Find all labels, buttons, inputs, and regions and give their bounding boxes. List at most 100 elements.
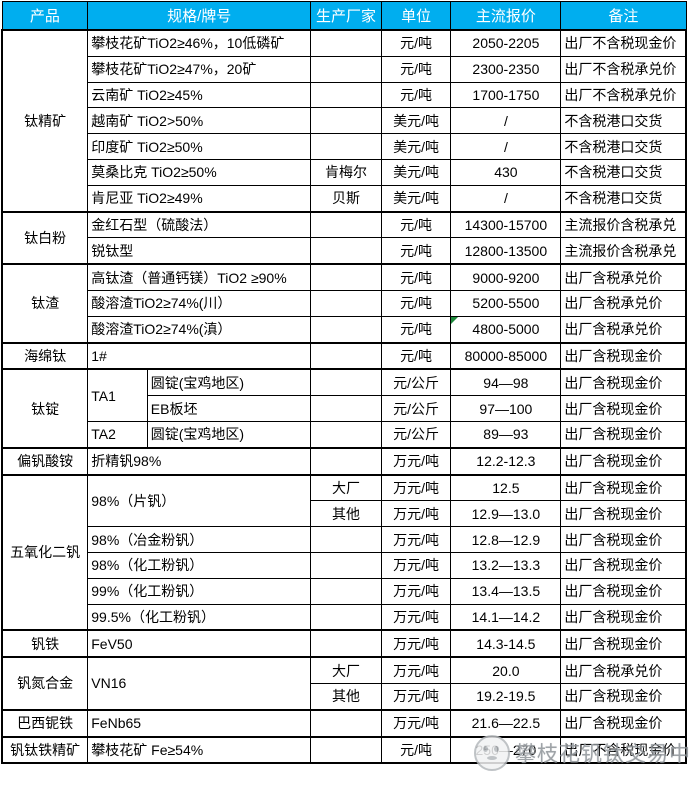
manufacturer-cell [310,81,382,109]
note-cell: 出厂含税现金价 [560,473,687,502]
price-cell: / [450,184,562,213]
price-cell: 13.4—13.5 [450,577,562,605]
table-row: 酸溶渣TiO2≥74%(川） 元/吨 5200-5500 出厂含税承兑价 [2,289,687,317]
table-row: 偏钒酸铵 折精钒98% 万元/吨 12.2-12.3 出厂含税现金价 [1,446,687,476]
manufacturer-cell [310,368,382,397]
manufacturer-cell [310,107,382,135]
note-cell: 主流报价含税承兑 [560,210,687,239]
spec-cell: 锐钛型 [87,237,312,265]
price-cell: 12.5 [450,473,562,502]
price-cell: 1700-1750 [450,81,562,109]
note-cell: 出厂含税现金价 [560,500,687,528]
col-header-spec: 规格/牌号 [87,1,312,31]
unit-cell: 元/吨 [380,289,452,317]
price-cell: 20.0 [450,656,562,684]
note-cell: 出厂不含税承兑价 [560,81,687,109]
unit-cell: 元/公斤 [380,420,452,449]
price-cell: 14.1—14.2 [450,603,562,631]
unit-cell: 万元/吨 [380,551,452,579]
price-cell: 12.8—12.9 [450,526,562,553]
manufacturer-cell [310,446,382,476]
unit-cell: 万元/吨 [380,500,452,528]
note-cell: 不含税港口交货 [560,184,687,213]
spec-cell: 圆锭(宝鸡地区) [146,420,312,449]
col-header-product: 产品 [1,1,89,31]
product-cell: 钛白粉 [1,210,89,265]
unit-cell: 万元/吨 [380,526,452,553]
manufacturer-cell: 其他 [310,500,382,528]
spec-cell: 越南矿 TiO2>50% [87,107,312,135]
manufacturer-cell [310,551,382,579]
col-header-manufacturer: 生产厂家 [310,1,382,31]
note-cell: 不含税港口交货 [560,158,687,186]
unit-cell: 元/吨 [380,237,452,265]
table-row: 钛精矿 攀枝花矿TiO2≥46%，10低磷矿 元/吨 2050-2205 出厂不… [1,28,687,213]
price-cell: 12.2-12.3 [450,446,562,476]
table-row: 其他 万元/吨 12.9—13.0 出厂含税现金价 [2,500,687,528]
spec-cell: 折精钒98% [87,446,312,476]
table-row: 云南矿 TiO2≥45% 元/吨 1700-1750 出厂不含税承兑价 [2,81,687,109]
note-cell: 出厂不含税现金价 [560,735,687,764]
manufacturer-cell [310,629,382,658]
spec-cell: 酸溶渣TiO2≥74%(川） [87,289,312,317]
note-cell: 出厂含税承兑价 [560,656,687,684]
price-cell: 14300-15700 [450,210,562,239]
manufacturer-cell: 肯梅尔 [310,158,382,186]
note-cell: 出厂含税承兑价 [560,315,687,344]
table-row: 锐钛型 元/吨 12800-13500 主流报价含税承兑 [2,237,687,265]
price-cell: 89—93 [450,420,562,449]
spec-cell: 金红石型（硫酸法） [87,210,312,239]
spec-cell: 1# [87,341,312,370]
header-row: 产品 规格/牌号 生产厂家 单位 主流报价 备注 [1,1,687,31]
price-cell: 19.2-19.5 [450,682,562,711]
spec-cell: FeV50 [87,629,312,658]
spec-cell: VN16 [87,656,312,711]
price-cell: 13.2—13.3 [450,551,562,579]
unit-cell: 万元/吨 [380,603,452,631]
unit-cell: 万元/吨 [380,656,452,684]
note-cell: 出厂含税现金价 [560,682,687,711]
note-cell: 出厂含税现金价 [560,551,687,579]
manufacturer-cell [310,55,382,83]
grade-cell: TA1 [87,368,148,422]
price-cell: 430 [450,158,562,186]
product-cell: 巴西铌铁 [1,708,89,738]
manufacturer-cell: 其他 [310,682,382,711]
price-cell: 12.9—13.0 [450,500,562,528]
product-cell: 钛锭 [1,368,89,449]
spec-cell: 98%（化工粉钒） [87,551,312,579]
table-row: 钛锭 TA1 圆锭(宝鸡地区) 元/公斤 94—98 出厂含税现金价 [1,368,687,449]
spec-cell: 98%（冶金粉钒） [87,526,312,553]
manufacturer-cell [310,28,382,57]
unit-cell: 美元/吨 [380,133,452,160]
table-row: 98%（化工粉钒） 万元/吨 13.2—13.3 出厂含税现金价 [2,551,687,579]
note-cell: 出厂含税现金价 [560,603,687,631]
spec-cell: 云南矿 TiO2≥45% [87,81,312,109]
unit-cell: 万元/吨 [380,629,452,658]
table-row: 海绵钛 1# 元/吨 80000-85000 出厂含税现金价 [1,341,687,370]
product-cell: 钒钛铁精矿 [1,735,89,764]
unit-cell: 万元/吨 [380,708,452,738]
table-row: 98%（冶金粉钒） 万元/吨 12.8—12.9 出厂含税现金价 [2,526,687,553]
unit-cell: 元/公斤 [380,395,452,422]
unit-cell: 元/吨 [380,263,452,291]
spec-cell: 酸溶渣TiO2≥74%(滇） [87,315,312,344]
spec-cell: 攀枝花矿TiO2≥47%，20矿 [87,55,312,83]
product-cell: 钒氮合金 [1,656,89,711]
table-row: 巴西铌铁 FeNb65 万元/吨 21.6—22.5 出厂含税现金价 [1,708,687,738]
note-cell: 主流报价含税承兑 [560,237,687,265]
unit-cell: 元/吨 [380,55,452,83]
note-cell: 不含税港口交货 [560,133,687,160]
spec-cell: 99%（化工粉钒） [87,577,312,605]
manufacturer-cell [310,133,382,160]
manufacturer-cell [310,315,382,344]
price-cell: 4800-5000 [450,315,562,344]
note-cell: 出厂含税现金价 [560,526,687,553]
note-cell: 出厂不含税现金价 [560,28,687,57]
spec-cell: 高钛渣（普通钙镁）TiO2 ≥90% [87,263,312,291]
note-cell: 出厂含税承兑价 [560,263,687,291]
spec-cell: 印度矿 TiO2≥50% [87,133,312,160]
unit-cell: 元/吨 [380,735,452,764]
table-row: 99%（化工粉钒） 万元/吨 13.4—13.5 出厂含税现金价 [2,577,687,605]
unit-cell: 美元/吨 [380,107,452,135]
